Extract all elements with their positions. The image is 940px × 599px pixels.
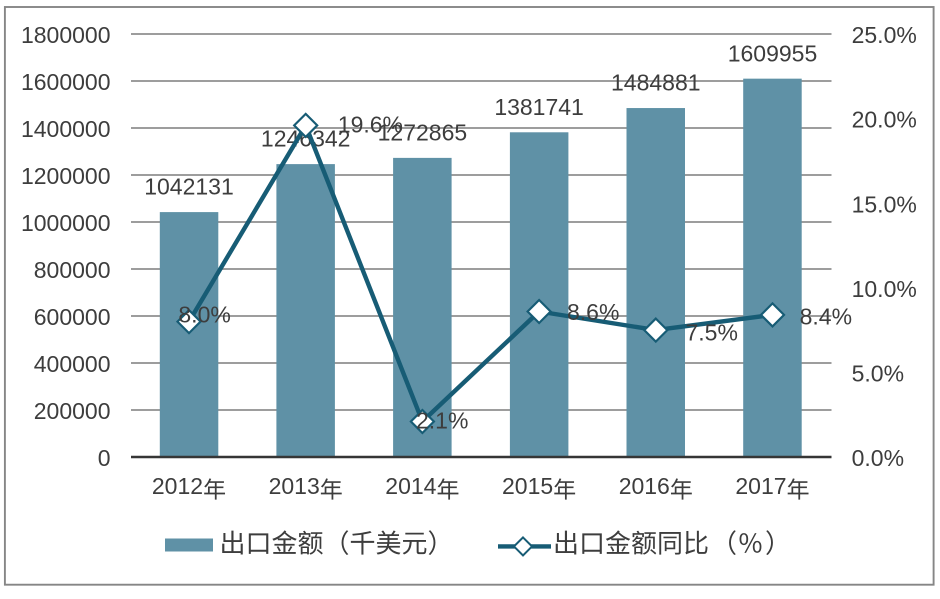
svg-text:19.6%: 19.6% (338, 112, 403, 138)
svg-text:1272865: 1272865 (378, 120, 468, 146)
svg-text:1381741: 1381741 (494, 94, 584, 120)
svg-text:1600000: 1600000 (21, 69, 111, 95)
svg-text:2012: 2012 (152, 473, 203, 499)
svg-text:8.4%: 8.4% (800, 303, 852, 329)
svg-text:1000000: 1000000 (21, 210, 111, 236)
svg-text:1484881: 1484881 (611, 70, 701, 96)
svg-text:20.0%: 20.0% (852, 107, 917, 133)
svg-text:1200000: 1200000 (21, 163, 111, 189)
svg-text:800000: 800000 (34, 257, 111, 283)
svg-text:1400000: 1400000 (21, 116, 111, 142)
svg-text:2013: 2013 (269, 473, 320, 499)
svg-text:200000: 200000 (34, 398, 111, 424)
svg-text:5.0%: 5.0% (852, 361, 904, 387)
svg-text:600000: 600000 (34, 304, 111, 330)
svg-text:0.0%: 0.0% (852, 445, 904, 471)
svg-text:2.1%: 2.1% (416, 408, 468, 434)
svg-text:2017: 2017 (735, 473, 786, 499)
svg-text:1042131: 1042131 (144, 174, 234, 200)
svg-text:7.5%: 7.5% (686, 320, 738, 346)
svg-text:10.0%: 10.0% (852, 276, 917, 302)
svg-text:0: 0 (98, 445, 111, 471)
svg-text:1800000: 1800000 (21, 22, 111, 48)
svg-text:15.0%: 15.0% (852, 191, 917, 217)
svg-text:2015: 2015 (502, 473, 553, 499)
svg-text:1609955: 1609955 (728, 40, 818, 66)
svg-text:25.0%: 25.0% (852, 22, 917, 48)
svg-text:8.6%: 8.6% (567, 299, 619, 325)
svg-text:2014: 2014 (385, 473, 436, 499)
svg-text:400000: 400000 (34, 351, 111, 377)
svg-text:8.0%: 8.0% (178, 302, 230, 328)
svg-text:2016: 2016 (619, 473, 670, 499)
